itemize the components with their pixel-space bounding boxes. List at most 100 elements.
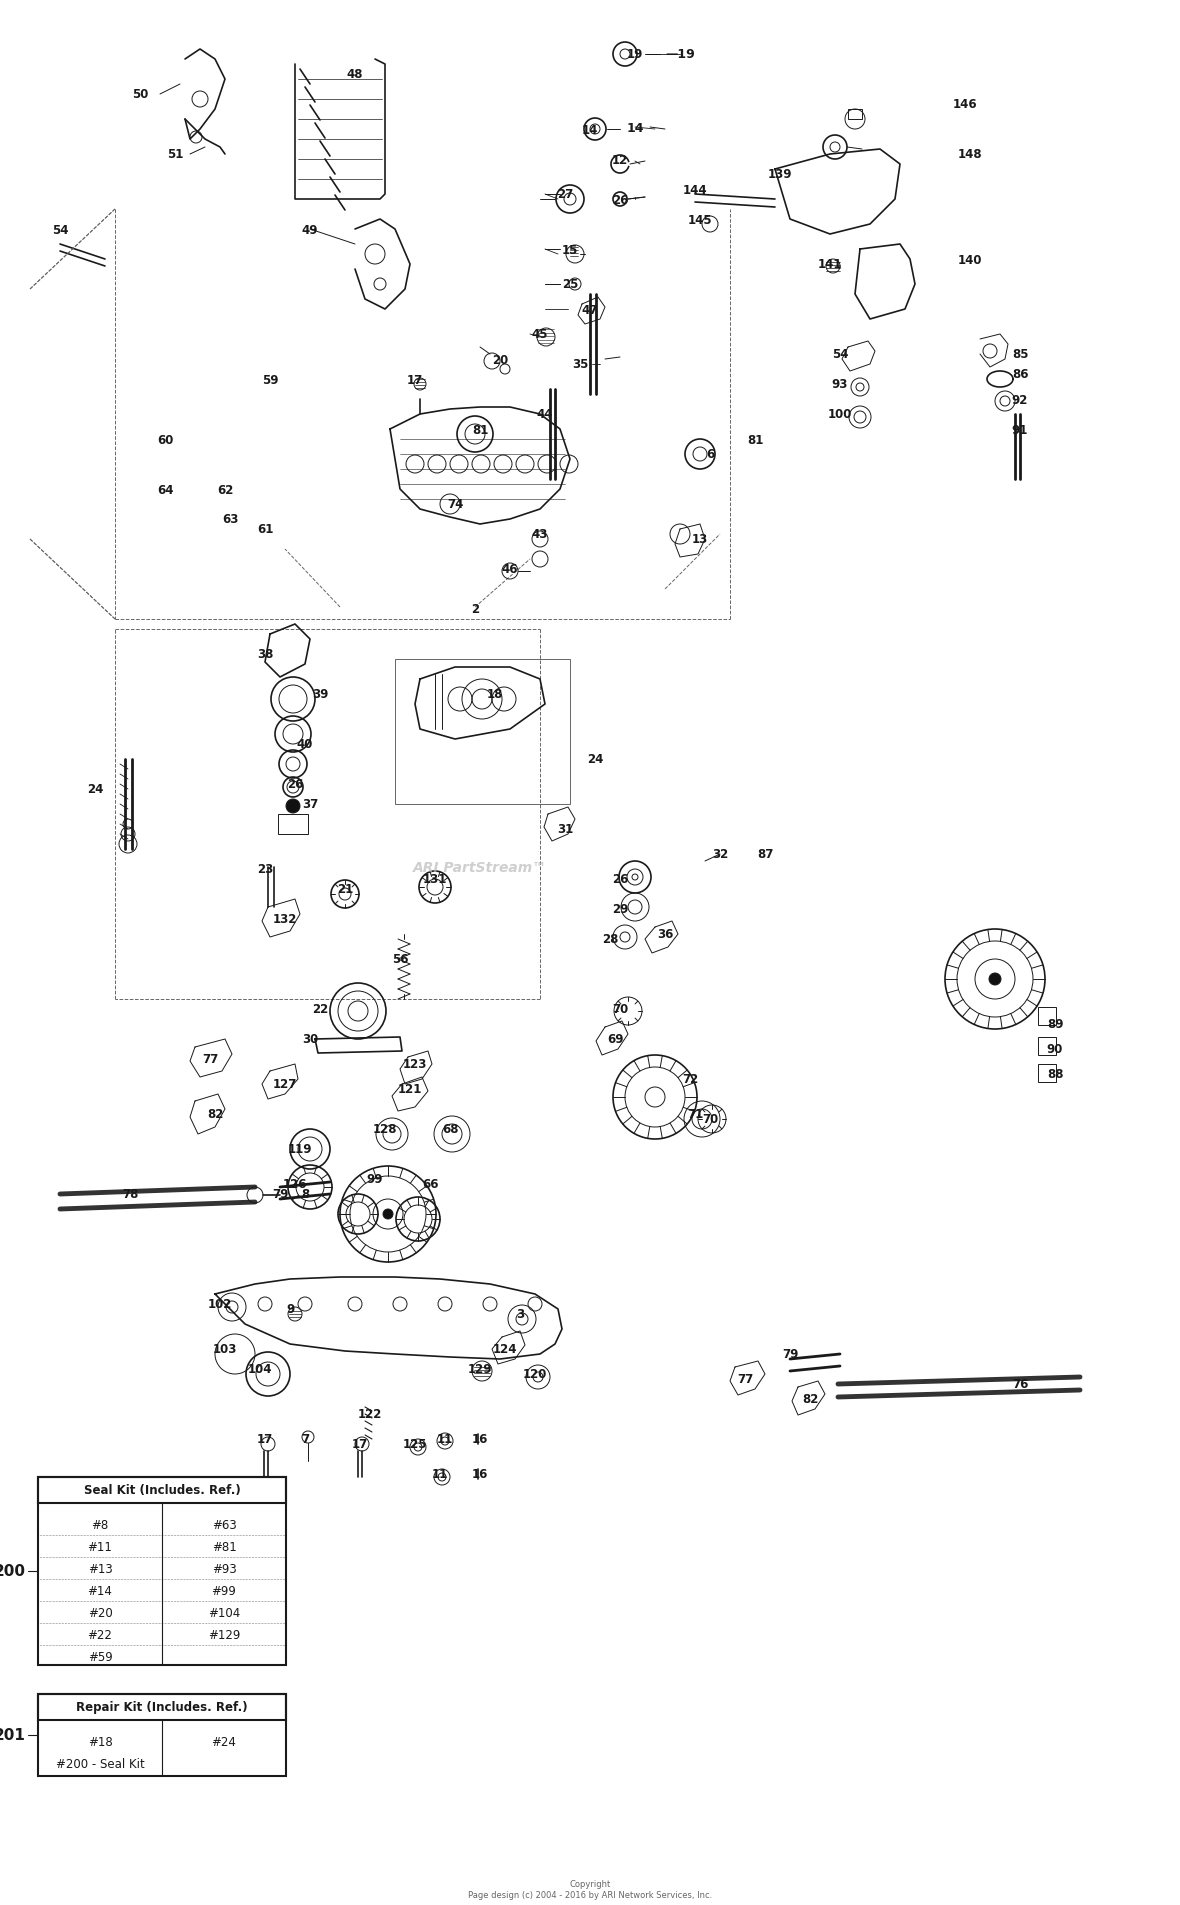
Text: 50: 50 xyxy=(132,88,149,101)
Bar xyxy=(1038,1038,1056,1055)
Text: 91: 91 xyxy=(1011,423,1028,436)
Text: 16: 16 xyxy=(472,1467,489,1480)
Text: 120: 120 xyxy=(523,1368,548,1381)
Text: 74: 74 xyxy=(447,499,464,511)
Text: 7: 7 xyxy=(301,1433,309,1446)
Text: 77: 77 xyxy=(736,1374,753,1385)
Text: 87: 87 xyxy=(756,848,773,861)
Text: 121: 121 xyxy=(398,1082,422,1095)
Text: 44: 44 xyxy=(537,408,553,421)
Text: 62: 62 xyxy=(217,484,234,495)
Bar xyxy=(395,659,570,804)
Text: 127: 127 xyxy=(273,1078,297,1092)
Text: #8: #8 xyxy=(91,1518,109,1532)
Text: 72: 72 xyxy=(682,1073,699,1086)
Bar xyxy=(848,110,863,120)
Text: 79: 79 xyxy=(782,1349,798,1360)
Text: 102: 102 xyxy=(208,1297,232,1311)
Text: 89: 89 xyxy=(1047,1017,1063,1031)
Text: Copyright
Page design (c) 2004 - 2016 by ARI Network Services, Inc.: Copyright Page design (c) 2004 - 2016 by… xyxy=(468,1880,712,1899)
Text: 70: 70 xyxy=(612,1002,628,1015)
Text: 17: 17 xyxy=(407,373,424,387)
Text: 26: 26 xyxy=(287,777,303,791)
Text: 79: 79 xyxy=(271,1189,288,1200)
Text: 46: 46 xyxy=(502,564,518,575)
Text: 39: 39 xyxy=(312,688,328,701)
Text: 8: 8 xyxy=(301,1189,309,1200)
Text: 24: 24 xyxy=(586,752,603,766)
Text: 148: 148 xyxy=(958,149,982,162)
Text: 37: 37 xyxy=(302,798,319,812)
Text: #20: #20 xyxy=(87,1606,112,1619)
Text: 40: 40 xyxy=(297,737,313,751)
Text: 70: 70 xyxy=(702,1113,719,1126)
Text: 60: 60 xyxy=(157,432,173,446)
Text: #13: #13 xyxy=(87,1562,112,1575)
Text: 3: 3 xyxy=(516,1309,524,1320)
Text: 129: 129 xyxy=(467,1362,492,1375)
Text: Seal Kit (Includes. Ref.): Seal Kit (Includes. Ref.) xyxy=(84,1484,241,1497)
Text: 201: 201 xyxy=(0,1728,26,1743)
Text: 56: 56 xyxy=(392,952,408,966)
Text: #104: #104 xyxy=(208,1606,240,1619)
Circle shape xyxy=(286,800,300,813)
Text: 82: 82 xyxy=(802,1393,818,1406)
Text: 26: 26 xyxy=(611,194,628,206)
Text: 144: 144 xyxy=(683,183,707,196)
Text: 82: 82 xyxy=(206,1109,223,1120)
Text: 76: 76 xyxy=(1011,1377,1028,1391)
Text: 24: 24 xyxy=(87,783,103,796)
Text: 124: 124 xyxy=(493,1343,517,1356)
Text: 27: 27 xyxy=(557,189,573,202)
Text: #18: #18 xyxy=(87,1735,112,1749)
Text: 92: 92 xyxy=(1011,392,1028,406)
Text: 68: 68 xyxy=(441,1122,458,1135)
Text: 47: 47 xyxy=(582,303,598,316)
Text: #200 - Seal Kit: #200 - Seal Kit xyxy=(55,1758,144,1770)
Text: 28: 28 xyxy=(602,933,618,947)
Text: #81: #81 xyxy=(211,1541,236,1554)
Text: 63: 63 xyxy=(222,512,238,526)
Text: 81: 81 xyxy=(747,432,763,446)
Text: 88: 88 xyxy=(1047,1069,1063,1080)
Bar xyxy=(278,815,308,834)
Text: 131: 131 xyxy=(422,872,447,886)
Text: 23: 23 xyxy=(257,863,273,876)
Bar xyxy=(38,1694,286,1775)
Text: 66: 66 xyxy=(421,1177,438,1191)
Text: 104: 104 xyxy=(248,1362,273,1375)
Text: 86: 86 xyxy=(1011,368,1028,381)
Text: #59: #59 xyxy=(87,1650,112,1663)
Bar xyxy=(1038,1065,1056,1082)
Text: 49: 49 xyxy=(302,223,319,236)
Text: #22: #22 xyxy=(87,1629,112,1642)
Text: 13: 13 xyxy=(691,533,708,547)
Text: 2: 2 xyxy=(471,604,479,615)
Text: 25: 25 xyxy=(562,278,578,291)
Text: 19: 19 xyxy=(627,48,643,61)
Bar xyxy=(38,1476,286,1665)
Text: 51: 51 xyxy=(166,149,183,162)
Text: 11: 11 xyxy=(432,1467,448,1480)
Text: 15: 15 xyxy=(562,244,578,257)
Text: 132: 132 xyxy=(273,912,297,926)
Text: 59: 59 xyxy=(262,373,278,387)
Text: 32: 32 xyxy=(712,848,728,861)
Text: 200: 200 xyxy=(0,1564,26,1579)
Text: #93: #93 xyxy=(211,1562,236,1575)
Text: 54: 54 xyxy=(52,223,68,236)
Text: 29: 29 xyxy=(611,903,628,916)
Bar xyxy=(1038,1008,1056,1025)
Text: 71: 71 xyxy=(687,1109,703,1120)
Text: #99: #99 xyxy=(211,1585,236,1598)
Text: 139: 139 xyxy=(768,168,792,181)
Text: 77: 77 xyxy=(202,1053,218,1067)
Text: 20: 20 xyxy=(492,352,509,366)
Bar xyxy=(38,1694,286,1720)
Text: 17: 17 xyxy=(352,1438,368,1452)
Text: #63: #63 xyxy=(211,1518,236,1532)
Text: #14: #14 xyxy=(87,1585,112,1598)
Text: 36: 36 xyxy=(657,928,673,941)
Text: 146: 146 xyxy=(952,99,977,110)
Text: 9: 9 xyxy=(286,1303,294,1316)
